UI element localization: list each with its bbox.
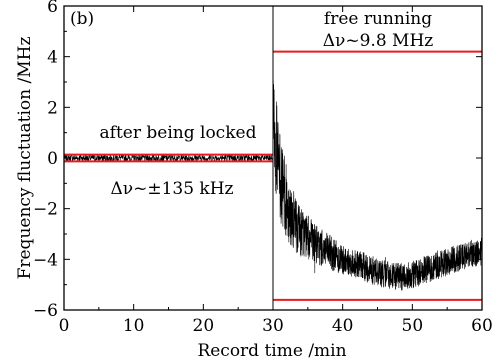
free-running-width: Δν~9.8 MHz — [323, 31, 434, 51]
y-axis-label: Frequency fluctuation /MHz — [15, 37, 35, 280]
locked-trace-path — [63, 153, 274, 163]
bound-lines — [64, 50, 482, 301]
panel-label: (b) — [70, 9, 94, 29]
x-tick-label: 50 — [402, 316, 424, 336]
x-tick-label: 40 — [332, 316, 354, 336]
x-tick-label: 30 — [262, 316, 284, 336]
axis-ticks — [63, 5, 483, 311]
free-running-title: free running — [324, 9, 432, 29]
free-running-trace — [272, 56, 483, 291]
locked-trace — [63, 153, 274, 163]
x-tick-label: 20 — [193, 316, 215, 336]
y-tick-label: 6 — [47, 0, 58, 17]
free-trace-path — [272, 56, 483, 291]
x-tick-label: 0 — [59, 316, 70, 336]
y-tick-label: −2 — [33, 200, 58, 220]
locked-width: Δν~±135 kHz — [110, 179, 233, 199]
y-tick-label: 0 — [47, 149, 58, 169]
x-tick-label: 60 — [471, 316, 493, 336]
locked-title: after being locked — [100, 123, 257, 143]
y-tick-label: 2 — [47, 98, 58, 118]
y-tick-label: 4 — [47, 48, 58, 68]
x-axis-label: Record time /min — [197, 341, 346, 361]
y-tick-label: −6 — [33, 301, 58, 321]
x-tick-label: 10 — [123, 316, 145, 336]
y-tick-label: −4 — [33, 250, 58, 270]
